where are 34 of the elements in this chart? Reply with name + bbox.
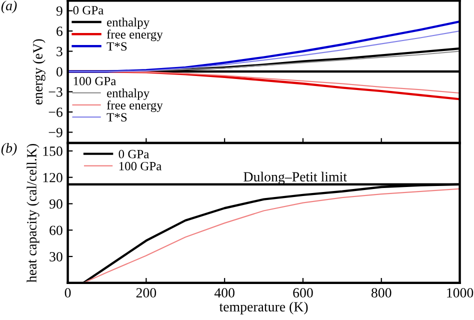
text: (a) [1,0,17,14]
legend-label: free energy [106,100,163,112]
x-tick-label: 0 [64,288,71,298]
ref-line-label: Dulong–Petit limit [244,172,347,184]
y-tick-label: 120 [43,172,62,182]
legend-label: enthalpy [107,88,150,100]
legend-label: T*S [106,113,127,122]
text: (b) [1,143,17,156]
y-tick-label: 30 [50,252,62,262]
x-tick-label: 400 [214,288,234,298]
y-tick-label: 0 [56,67,62,76]
annotation: 100 GPa [74,76,116,86]
x-tick-label: 1000 [447,288,474,298]
y-axis-title: energy (eV) [32,39,46,105]
annotation: 0 GPa [73,6,104,14]
x-tick-label: 800 [371,288,392,298]
y-tick-label: −3 [48,87,62,97]
x-axis-title: temperature (K) [219,302,308,314]
legend-label: free energy [106,30,163,42]
y-tick-label: 6 [56,26,63,36]
y-axis-title: heat capacity (cal/cell.K) [26,144,40,282]
y-tick-label: 60 [50,226,62,236]
legend-label: 100 GPa [119,162,162,170]
legend-label: T*S [106,42,127,51]
legend-label: 0 GPa [118,150,150,158]
y-tick-label: −9 [48,128,62,138]
legend-label: enthalpy [107,18,150,30]
x-tick-label: 600 [293,288,313,298]
y-tick-label: 90 [49,199,62,209]
y-tick-label: −6 [48,108,63,117]
y-tick-label: 3 [56,46,62,56]
x-tick-label: 200 [136,288,156,298]
y-tick-label: 150 [43,146,62,156]
y-tick-label: 9 [56,6,62,16]
